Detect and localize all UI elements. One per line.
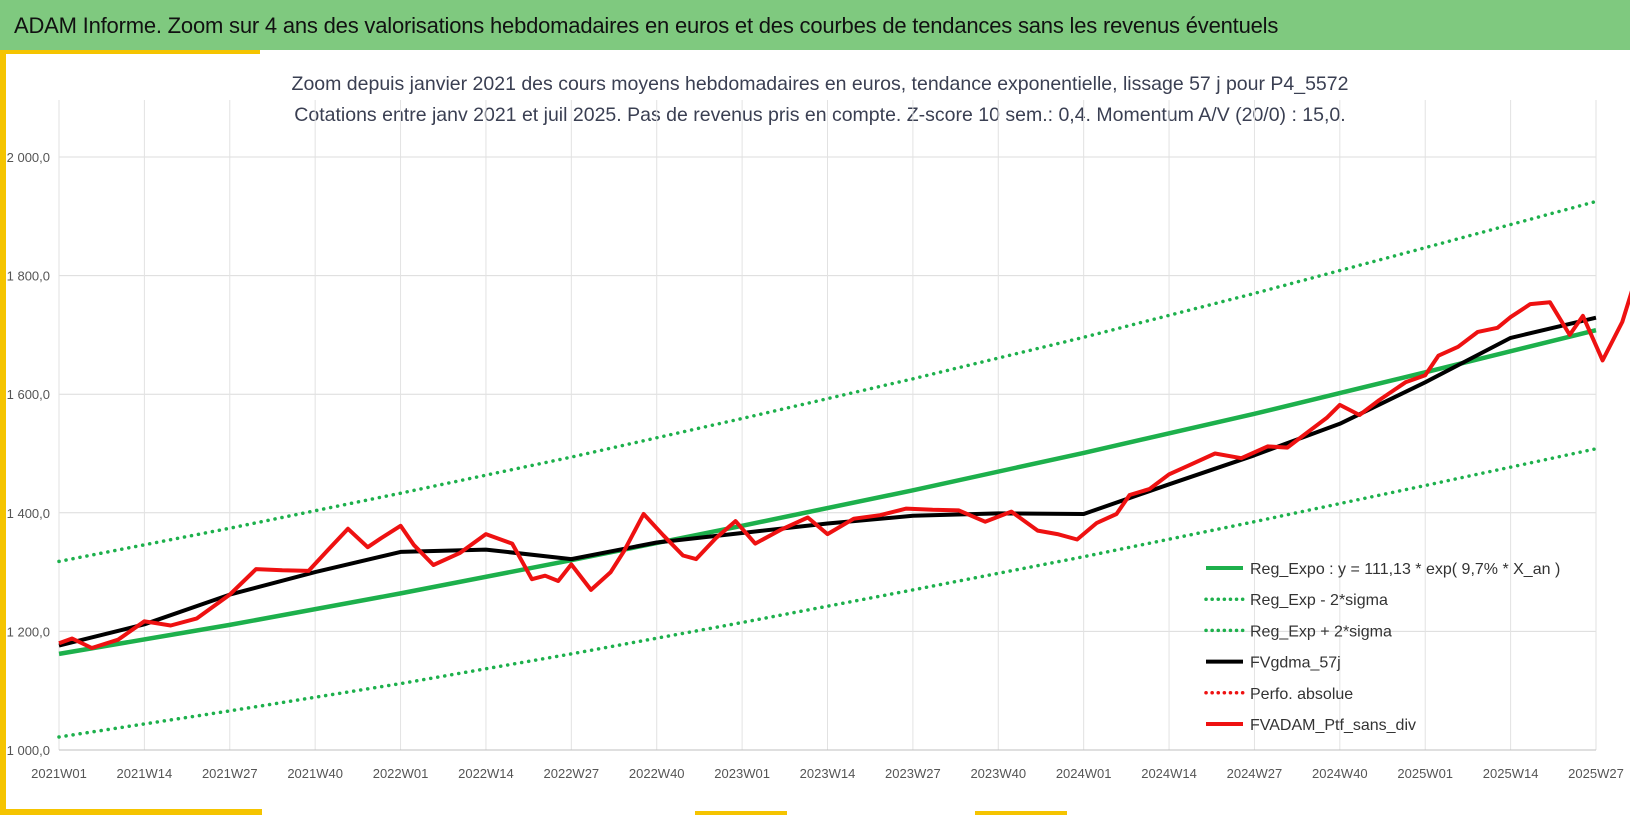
series-line-4 <box>58 315 1597 648</box>
x-tick-label: 2022W40 <box>629 766 685 781</box>
x-tick-label: 2022W27 <box>544 766 600 781</box>
series-line-3 <box>57 199 1598 564</box>
y-tick-label: 2 000,0 <box>7 150 50 165</box>
x-tick-label: 2021W14 <box>117 766 173 781</box>
accent-mark <box>695 811 787 815</box>
legend-label: FVADAM_Ptf_sans_div <box>1250 717 1416 734</box>
axes: 1 000,0 1 200,0 1 400,0 1 600,0 1 800,0 2 000… <box>7 150 1624 781</box>
x-tick-label: 2024W27 <box>1227 766 1283 781</box>
header-bar: ADAM Informe. Zoom sur 4 ans des valoris… <box>0 0 1630 50</box>
series-layer <box>57 199 1630 739</box>
legend-label: Perfo. absolue <box>1250 686 1353 703</box>
page-title: ADAM Informe. Zoom sur 4 ans des valoris… <box>14 13 1279 38</box>
y-tick-label: 1 800,0 <box>7 269 50 284</box>
x-tick-label: 2023W01 <box>714 766 770 781</box>
legend: Reg_Expo : y = 111,13 * exp( 9,7% * X_an… <box>1204 561 1560 734</box>
x-tick-label: 2024W14 <box>1141 766 1197 781</box>
x-tick-label: 2024W40 <box>1312 766 1368 781</box>
x-tick-label: 2022W14 <box>458 766 514 781</box>
chart-subtitle-line2: Cotations entre janv 2021 et juil 2025. … <box>294 104 1345 126</box>
chart-subtitle-line1: Zoom depuis janvier 2021 des cours moyen… <box>292 73 1349 95</box>
y-tick-label: 1 000,0 <box>7 743 50 758</box>
accent-border-bottom <box>0 809 262 815</box>
y-tick-label: 1 600,0 <box>7 387 50 402</box>
x-tick-label: 2023W27 <box>885 766 941 781</box>
x-tick-label: 2025W01 <box>1397 766 1453 781</box>
accent-mark <box>975 811 1067 815</box>
legend-label: Reg_Expo : y = 111,13 * exp( 9,7% * X_an… <box>1250 561 1560 578</box>
x-tick-label: 2021W27 <box>202 766 258 781</box>
series-line-2 <box>57 447 1598 739</box>
accent-border-top <box>0 50 260 54</box>
x-tick-label: 2022W01 <box>373 766 429 781</box>
x-tick-label: 2023W40 <box>970 766 1026 781</box>
grid <box>58 100 1597 751</box>
x-tick-label: 2023W14 <box>800 766 856 781</box>
x-tick-label: 2021W01 <box>31 766 87 781</box>
legend-label: Reg_Exp - 2*sigma <box>1250 592 1388 609</box>
x-tick-label: 2025W27 <box>1568 766 1624 781</box>
y-tick-label: 1 400,0 <box>7 506 50 521</box>
legend-label: FVgdma_57j <box>1250 655 1341 672</box>
x-tick-label: 2024W01 <box>1056 766 1112 781</box>
series-line-5 <box>58 290 1630 650</box>
x-tick-label: 2025W14 <box>1483 766 1539 781</box>
accent-border-left <box>0 50 6 815</box>
legend-label: Reg_Exp + 2*sigma <box>1250 623 1392 640</box>
series-line-1 <box>58 328 1597 657</box>
y-tick-label: 1 200,0 <box>7 624 50 639</box>
x-tick-label: 2021W40 <box>287 766 343 781</box>
